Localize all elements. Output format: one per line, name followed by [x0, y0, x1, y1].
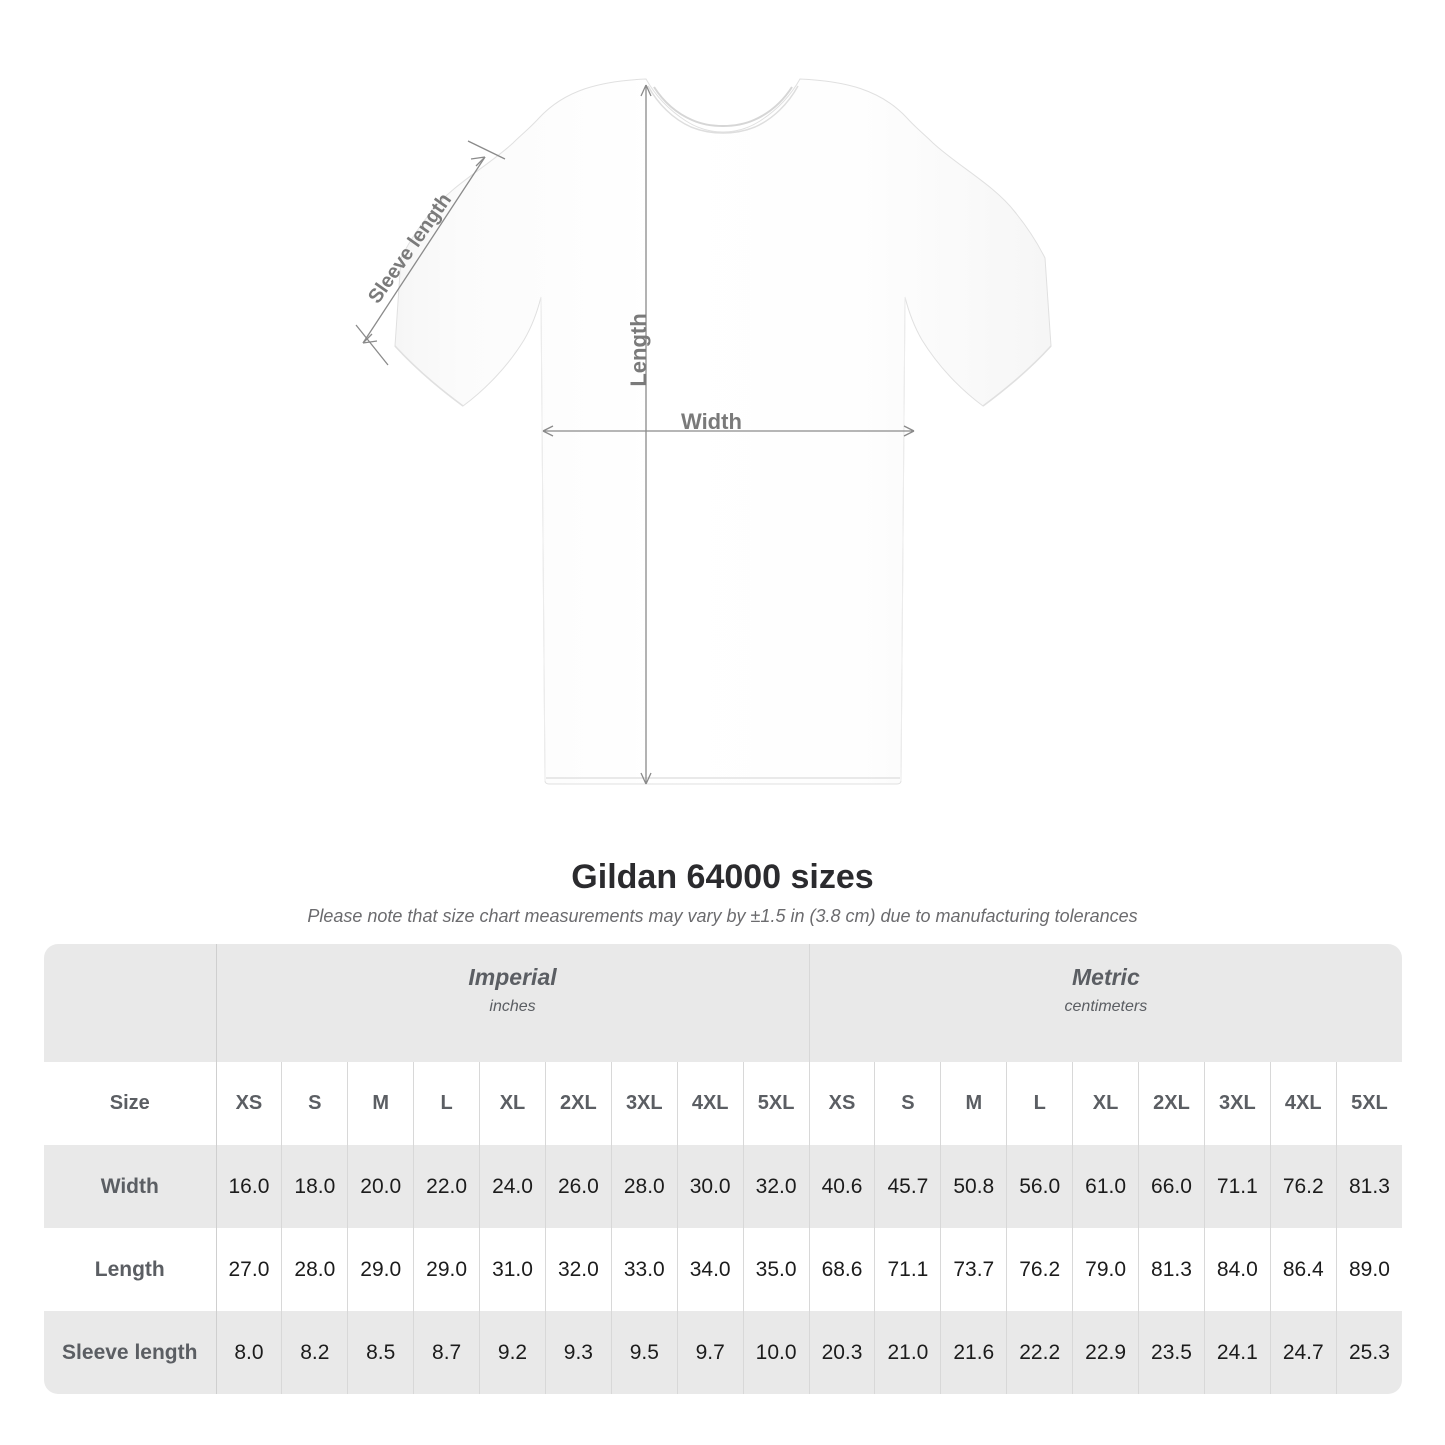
svg-text:Length: Length — [626, 313, 651, 386]
svg-text:Width: Width — [681, 409, 742, 434]
